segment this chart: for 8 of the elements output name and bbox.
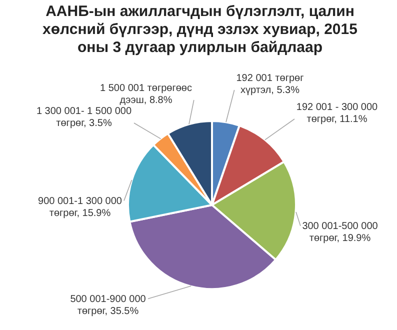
slice-label: 192 001 төгрөг хүртэл, 5.3% [236, 72, 304, 96]
slice-label: 900 001-1 300 000 төгрөг, 15.9% [38, 196, 122, 219]
slice-label: 500 001-900 000 төгрөг, 35.5% [70, 294, 146, 317]
slice-label: 1 300 001- 1 500 000 төгрөг, 3.5% [36, 106, 132, 129]
slice-label: 300 001-500 000 төгрөг, 19.9% [302, 220, 378, 244]
slice-label: 192 001 - 300 000 төгрөг, 11.1% [296, 102, 378, 125]
chart-title: ААНБ-ын ажиллагчдын бүлэглэлт, цалин хөлсний бүлгээр, дүнд эзлэх хувиар, 2015 оны 3 дугаар улирлын байдлаар [42, 2, 358, 58]
slice-label: 1 500 001 төгрөгөөс дээш, 8.8% [100, 82, 192, 106]
